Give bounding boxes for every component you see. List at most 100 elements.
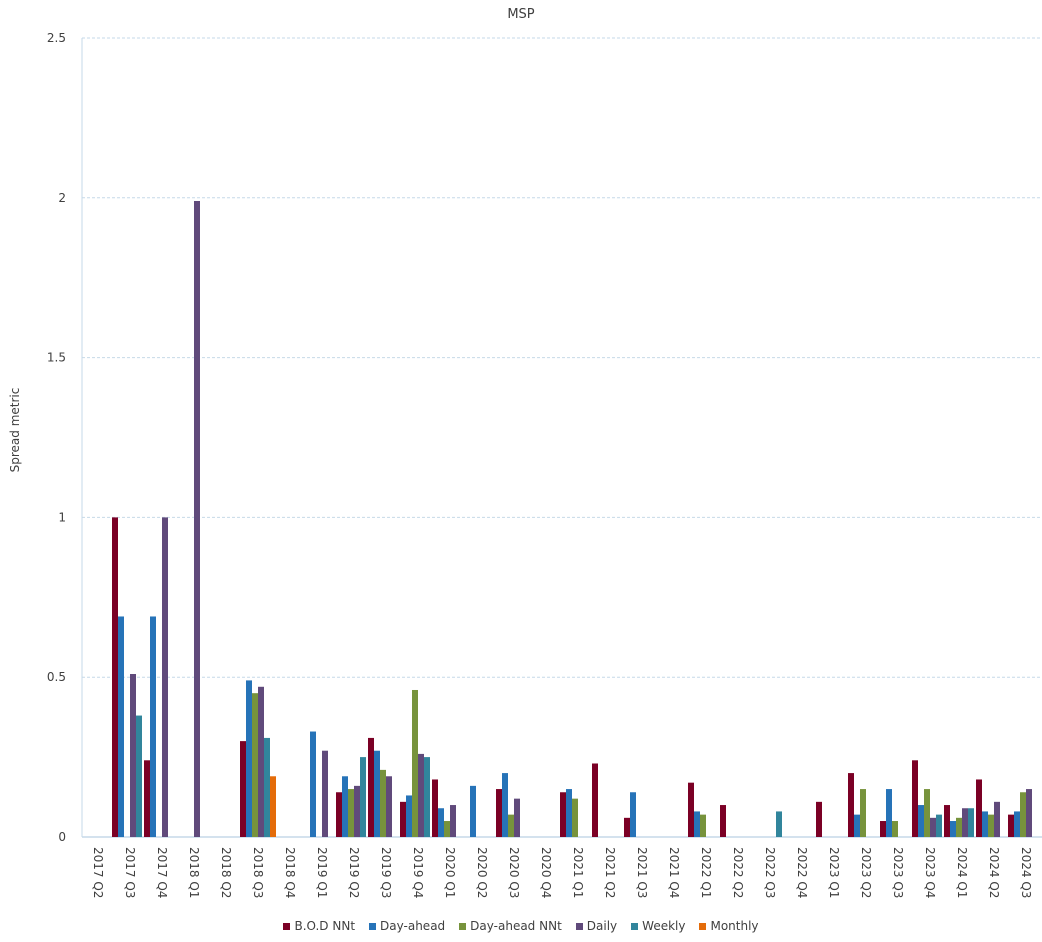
bar [264, 737, 270, 837]
x-tick-label: 2018 Q4 [283, 847, 297, 898]
bar [566, 789, 572, 837]
x-tick-label: 2018 Q1 [187, 847, 201, 898]
x-axis-ticks: 2017 Q2 2017 Q3 2017 Q4 2018 Q1 2018 Q2 2018 … [91, 847, 1033, 898]
legend-item: B.O.D NNt [283, 919, 355, 933]
x-tick-label: 2018 Q2 [219, 847, 233, 898]
bar [988, 814, 994, 837]
x-tick-label: 2020 Q4 [539, 847, 553, 898]
legend-item: Day-ahead [369, 919, 445, 933]
x-tick-label: 2021 Q4 [667, 847, 681, 898]
x-tick-label: 2024 Q3 [1019, 847, 1033, 898]
x-tick-label: 2024 Q1 [955, 847, 969, 898]
legend-swatch [283, 922, 291, 930]
bar [912, 760, 918, 837]
bar [860, 789, 866, 837]
bar [258, 686, 264, 837]
bar [1008, 814, 1014, 837]
x-tick-label: 2022 Q2 [731, 847, 745, 898]
x-tick-label: 2023 Q2 [859, 847, 873, 898]
bar [322, 750, 328, 837]
bar [432, 779, 438, 837]
bar [354, 785, 360, 837]
bar [816, 801, 822, 837]
x-tick-label: 2018 Q3 [251, 847, 265, 898]
bar [270, 776, 276, 837]
bar [892, 821, 898, 837]
bar [246, 680, 252, 837]
bar [418, 753, 424, 837]
legend-label: Monthly [710, 919, 759, 933]
x-tick-label: 2020 Q2 [475, 847, 489, 898]
bar [572, 798, 578, 837]
x-tick-label: 2020 Q3 [507, 847, 521, 898]
bar [130, 674, 136, 837]
x-tick-label: 2021 Q1 [571, 847, 585, 898]
bar [694, 811, 700, 837]
bar [968, 808, 974, 837]
bar [776, 811, 782, 837]
bar [470, 785, 476, 837]
bar [982, 811, 988, 837]
y-tick-label: 0 [58, 830, 66, 844]
bar [252, 693, 258, 837]
bar [924, 789, 930, 837]
bar [630, 792, 636, 837]
bar [412, 689, 418, 837]
bar [406, 795, 412, 837]
bar [162, 517, 168, 837]
bar [592, 763, 598, 837]
legend-swatch [631, 922, 639, 930]
bar-series [112, 200, 1032, 838]
bar [400, 801, 406, 837]
x-tick-label: 2021 Q3 [635, 847, 649, 898]
bar [976, 779, 982, 837]
legend-label: Daily [586, 919, 618, 933]
bar [502, 773, 508, 837]
x-tick-label: 2017 Q3 [123, 847, 137, 898]
bar [560, 792, 566, 837]
bar [720, 805, 726, 837]
bar [368, 737, 374, 837]
bar [240, 741, 246, 837]
legend-item: Weekly [631, 919, 685, 933]
bar [854, 814, 860, 837]
x-tick-label: 2019 Q1 [315, 847, 329, 898]
bar [444, 821, 450, 837]
x-tick-label: 2022 Q3 [763, 847, 777, 898]
x-tick-label: 2023 Q4 [923, 847, 937, 898]
bar [336, 792, 342, 837]
bar [930, 817, 936, 837]
y-tick-label: 0.5 [47, 670, 66, 684]
bar [700, 814, 706, 837]
bar [118, 616, 124, 837]
bar [438, 808, 444, 837]
bar [624, 817, 630, 837]
bar [386, 776, 392, 837]
bar [848, 773, 854, 837]
x-tick-label: 2019 Q4 [411, 847, 425, 898]
legend-item: Day-ahead NNt [459, 919, 562, 933]
x-tick-label: 2023 Q3 [891, 847, 905, 898]
bar [360, 757, 366, 837]
bar [150, 616, 156, 837]
bar [880, 821, 886, 837]
legend-label: Day-ahead [380, 919, 446, 933]
bar [310, 731, 316, 837]
x-tick-label: 2017 Q4 [155, 847, 169, 898]
bar [944, 805, 950, 837]
bar [348, 789, 354, 837]
bar [514, 798, 520, 837]
legend-item: Daily [575, 919, 618, 933]
legend-swatch [575, 922, 583, 930]
x-tick-label: 2022 Q1 [699, 847, 713, 898]
bar [342, 776, 348, 837]
bar [950, 821, 956, 837]
bar [424, 757, 430, 837]
bar [936, 814, 942, 837]
bar [194, 200, 200, 838]
bar [956, 817, 962, 837]
legend-label: B.O.D NNt [294, 919, 356, 933]
x-tick-label: 2019 Q2 [347, 847, 361, 898]
y-tick-label: 1.5 [47, 351, 66, 365]
